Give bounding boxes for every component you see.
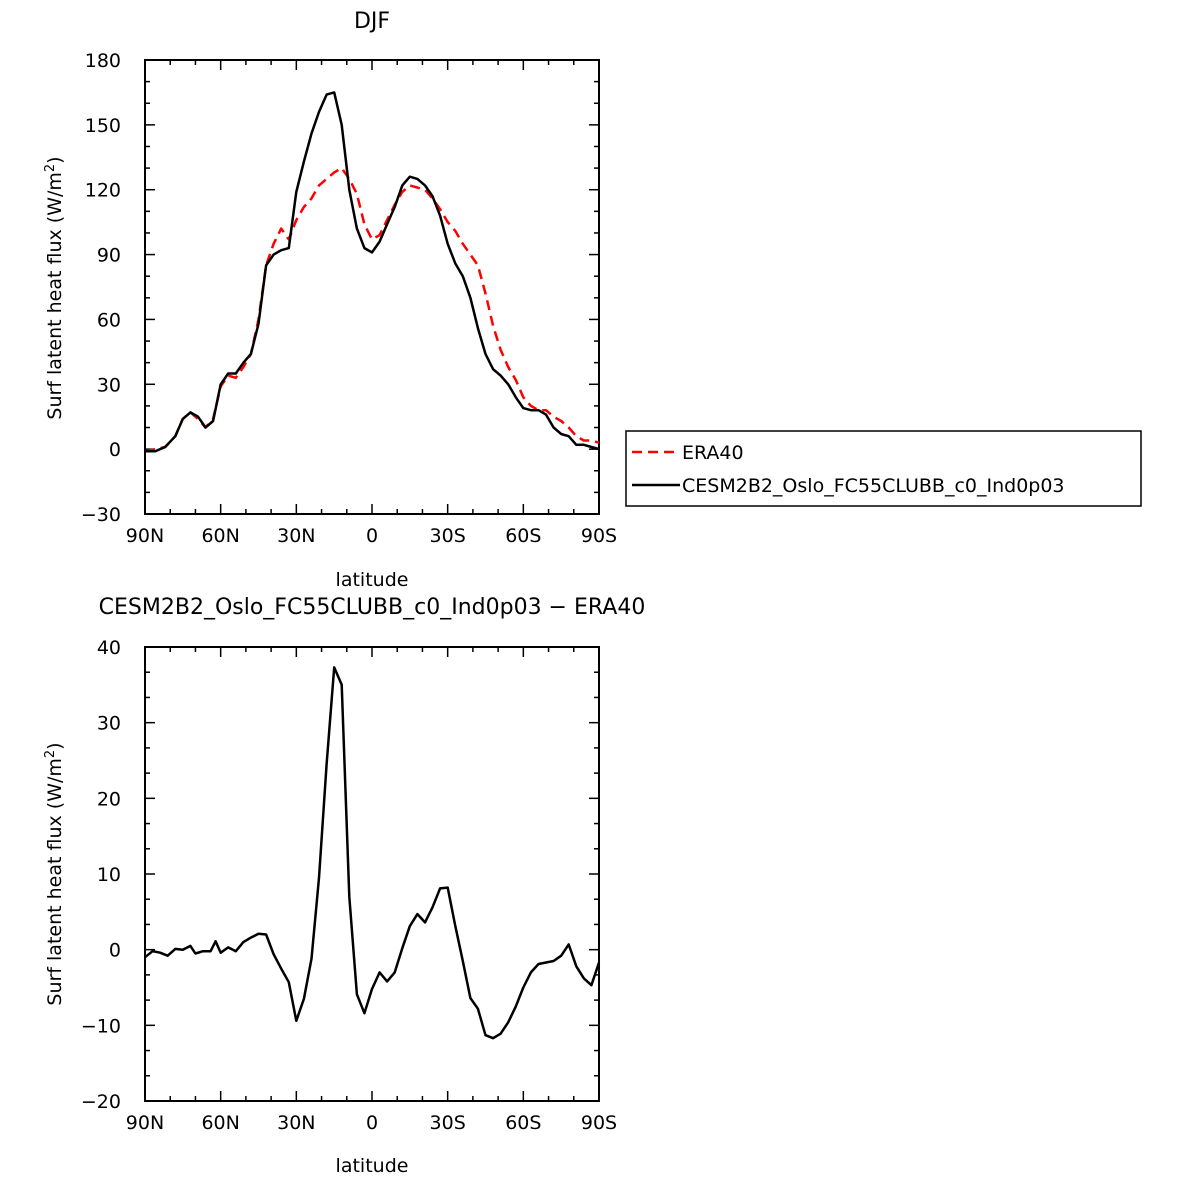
y-tick-label: −30 [81, 504, 121, 526]
x-tick-label: 30N [277, 525, 315, 547]
x-tick-label: 90S [581, 525, 617, 547]
tick-marks [144, 59, 600, 515]
y-axis-label-text: Surf latent heat flux (W/m [44, 172, 66, 420]
tick-marks [144, 646, 600, 1102]
y-axis-label-sup: 2 [43, 164, 58, 172]
y-axis-label-end: ) [44, 742, 66, 749]
y-tick-label: 30 [97, 713, 121, 735]
y-axis-label-sup: 2 [43, 750, 58, 758]
x-tick-label: 30S [430, 525, 466, 547]
series-line-era40 [144, 166, 600, 453]
y-tick-label: 180 [85, 50, 121, 72]
y-tick-label: 10 [97, 864, 121, 886]
x-axis-label: latitude [336, 569, 409, 591]
y-tick-label: 20 [97, 788, 121, 810]
y-tick-label: 0 [109, 439, 121, 461]
y-tick-label: 150 [85, 115, 121, 137]
y-tick-label: 60 [97, 309, 121, 331]
y-tick-label: 40 [97, 637, 121, 659]
x-tick-label: 90N [126, 525, 164, 547]
x-tick-label: 30N [277, 1112, 315, 1134]
y-axis-label: Surf latent heat flux (W/m2) [43, 156, 66, 419]
x-tick-label: 60S [505, 525, 541, 547]
djf-chart: DJF 90N 60N 30N 0 30S 60S 90S −30 0 30 60 90 120 150… [43, 9, 1142, 591]
x-tick-label: 90N [126, 1112, 164, 1134]
y-tick-label: 90 [97, 245, 121, 267]
y-axis-label-text: Surf latent heat flux (W/m [44, 758, 66, 1006]
y-tick-label: 30 [97, 374, 121, 396]
x-axis-label: latitude [336, 1155, 409, 1177]
chart-title: DJF [354, 9, 390, 34]
y-tick-label: −20 [81, 1091, 121, 1113]
y-tick-label: 0 [109, 940, 121, 962]
legend: ERA40 CESM2B2_Oslo_FC55CLUBB_c0_Ind0p03 [625, 430, 1142, 507]
y-axis-label-end: ) [44, 156, 66, 163]
x-tick-label: 60S [505, 1112, 541, 1134]
x-tick-label: 90S [581, 1112, 617, 1134]
series-lines [144, 666, 601, 1040]
x-tick-labels: 90N 60N 30N 0 30S 60S 90S [126, 1112, 617, 1134]
y-axis-label: Surf latent heat flux (W/m2) [43, 742, 66, 1005]
plot-frame [144, 59, 600, 515]
y-tick-label: −10 [81, 1015, 121, 1037]
x-tick-label: 30S [430, 1112, 466, 1134]
legend-box [625, 430, 1142, 507]
chart-title: CESM2B2_Oslo_FC55CLUBB_c0_Ind0p03 − ERA4… [99, 595, 646, 620]
series-lines [144, 91, 600, 453]
series-line-difference-0 [144, 666, 601, 1040]
x-tick-label: 60N [201, 1112, 239, 1134]
plot-frame [144, 646, 600, 1102]
y-tick-labels: −30 0 30 60 90 120 150 180 [81, 50, 121, 526]
y-tick-label: 120 [85, 180, 121, 202]
x-tick-label: 60N [201, 525, 239, 547]
series-line-cesm2b2-oslo-fc55clubb-c0-ind0p03 [145, 91, 600, 453]
x-tick-labels: 90N 60N 30N 0 30S 60S 90S [126, 525, 617, 547]
x-tick-label: 0 [366, 1112, 378, 1134]
y-tick-labels: −20 −10 0 10 20 30 40 [81, 637, 121, 1113]
legend-label-era40: ERA40 [682, 442, 744, 464]
difference-chart: CESM2B2_Oslo_FC55CLUBB_c0_Ind0p03 − ERA4… [43, 595, 645, 1177]
legend-label-cesm: CESM2B2_Oslo_FC55CLUBB_c0_Ind0p03 [682, 475, 1065, 497]
x-tick-label: 0 [366, 525, 378, 547]
